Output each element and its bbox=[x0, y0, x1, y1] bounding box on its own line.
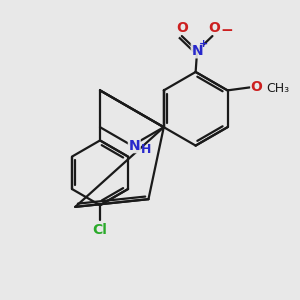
Text: O: O bbox=[250, 80, 262, 94]
Text: N: N bbox=[191, 44, 203, 58]
Text: O: O bbox=[176, 21, 188, 34]
Text: Cl: Cl bbox=[93, 224, 107, 238]
Text: +: + bbox=[199, 39, 208, 49]
Text: H: H bbox=[141, 143, 151, 157]
Text: CH₃: CH₃ bbox=[267, 82, 290, 94]
Text: −: − bbox=[220, 23, 233, 38]
Text: N: N bbox=[128, 139, 140, 153]
Text: O: O bbox=[208, 21, 220, 34]
